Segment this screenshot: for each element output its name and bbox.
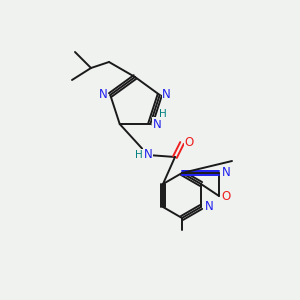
Text: N: N [162,88,171,101]
Text: N: N [144,148,152,161]
Text: H: H [135,150,143,160]
Text: N: N [222,166,230,178]
Text: O: O [221,190,231,203]
Text: N: N [153,118,162,130]
Text: N: N [205,200,213,214]
Text: O: O [184,136,194,149]
Text: N: N [99,88,108,101]
Text: H: H [159,109,167,119]
